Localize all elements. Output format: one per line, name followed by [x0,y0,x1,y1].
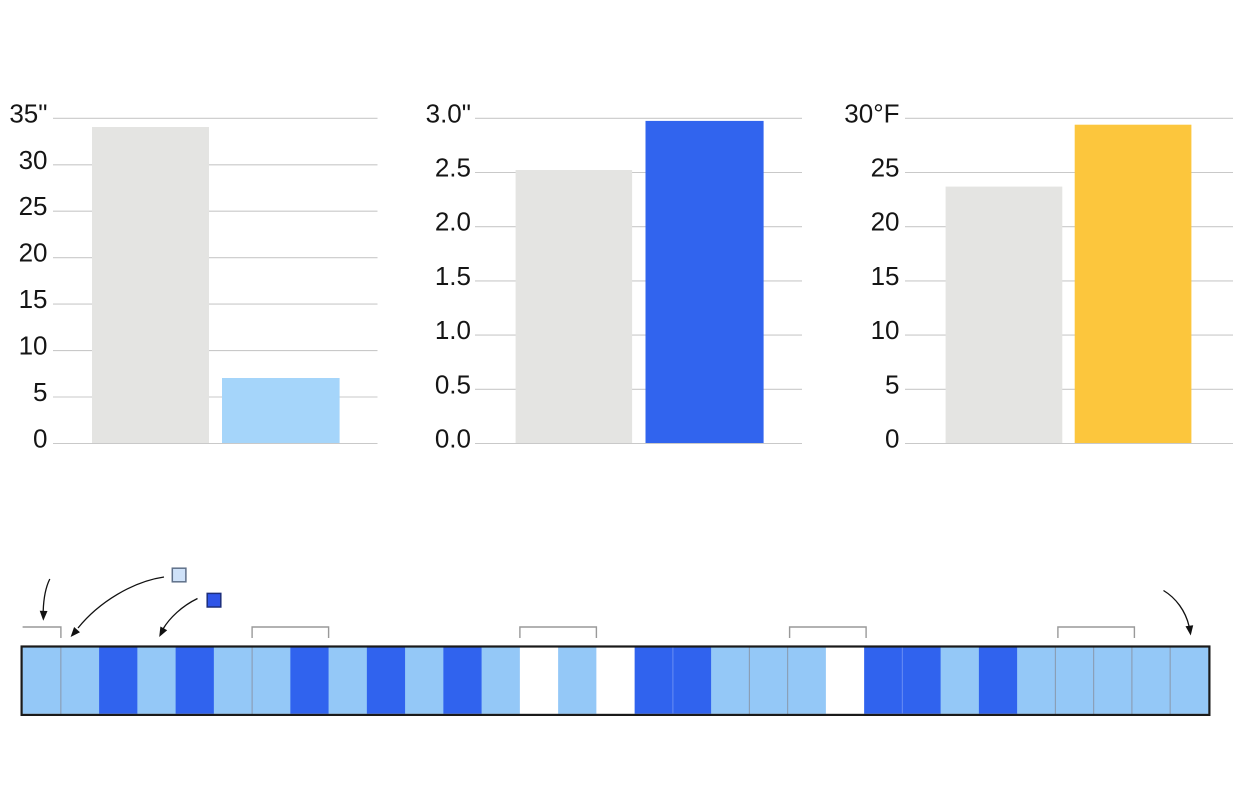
svg-text:5: 5 [33,377,47,407]
svg-text:15: 15 [19,284,48,314]
svg-text:30°F: 30°F [844,98,899,128]
svg-text:10: 10 [871,315,900,345]
svg-text:0.0: 0.0 [435,424,471,454]
svg-text:2.5: 2.5 [435,153,471,183]
svg-text:5: 5 [885,369,899,399]
svg-text:30: 30 [19,145,48,175]
svg-text:1.0: 1.0 [435,315,471,345]
svg-text:0.5: 0.5 [435,369,471,399]
svg-text:25: 25 [871,153,900,183]
svg-text:0: 0 [885,424,899,454]
svg-text:20: 20 [19,238,48,268]
svg-text:15: 15 [871,261,900,291]
svg-text:2.0: 2.0 [435,207,471,237]
svg-text:3.0": 3.0" [426,98,471,128]
svg-text:0: 0 [33,424,47,454]
svg-text:1.5: 1.5 [435,261,471,291]
svg-text:25: 25 [19,191,48,221]
svg-text:35": 35" [9,98,47,128]
svg-text:10: 10 [19,331,48,361]
svg-text:20: 20 [871,207,900,237]
